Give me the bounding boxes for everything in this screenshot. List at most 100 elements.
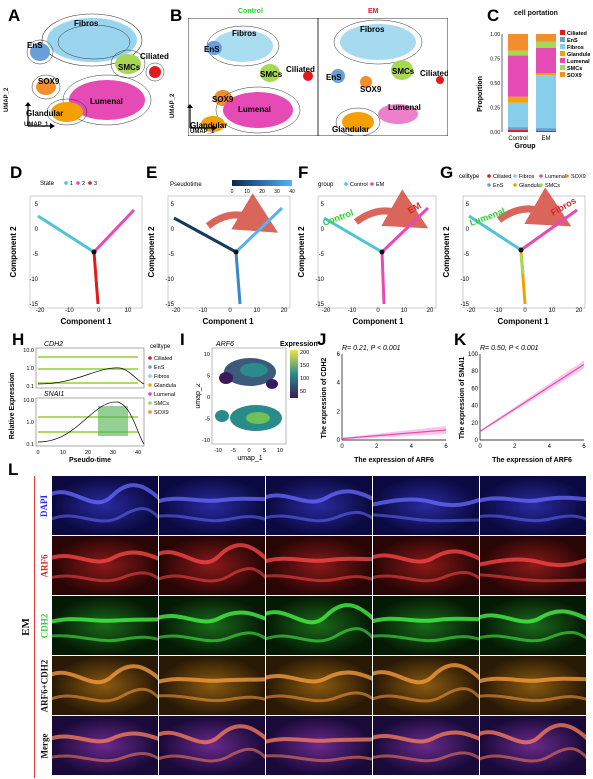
trajectory-x-tick: -10 [199,308,208,314]
panel-j-annotation: R= 0.21, P < 0.001 [342,345,401,352]
chart-c-x-label: Group [515,143,536,150]
panel-h-y-tick: 10.0 [23,398,34,404]
panel-h-legend-label: EnS [154,365,165,371]
chart-c-y-tick: 1.00 [490,32,500,38]
regression-y-tick: 4 [337,381,341,387]
legend-dot [539,174,543,178]
regression-y-tick: 0 [337,438,341,444]
chart-c-bar-lumenal [508,55,528,97]
legend-item-label: EM [376,182,385,188]
panel-h-legend-label: Lumenal [154,392,175,398]
trajectory-x-tick: 0 [523,308,527,314]
panel-label-l: L [8,460,19,479]
panel-l-micrograph [373,536,479,595]
umap-b-right-label-smcs: SMCs [392,67,415,76]
umap-b-left-label-ciliated: Ciliated [286,65,315,74]
panel-l-grid: DAPI ARF6 CDH2 ARF6+CDH2 Merge [36,476,592,778]
panel-l-micrograph [266,476,372,535]
trajectory-d-y-label: Component 2 [10,226,18,278]
panel-l-micrograph [159,596,265,655]
panel-label-c: C [487,6,500,25]
panel-h-gene-2: SNAI1 [44,391,64,398]
panel-l-micrograph [373,716,479,775]
panel-label-i: I [180,330,185,349]
chart-c-bar-ens [508,127,528,131]
panel-h-legend-label: Glandular [154,383,176,389]
panel-l-micrograph [159,716,265,775]
umap-a-glandular-cluster [46,98,88,126]
umap-a-plot: Fibros EnS Ciliated SMCs SOX9 Lumenal Gl… [26,13,169,126]
trajectory-x-tick: 20 [427,308,434,314]
trajectory-x-tick: -20 [467,308,476,314]
panel-i-legend-title: Expression [280,341,318,348]
chart-c-y-tick: 0.50 [490,81,500,87]
umap-a-label-ciliated: Ciliated [140,52,169,61]
panel-i-y-tick: -10 [202,438,210,444]
umap-b-left-label-glandular: Glandular [190,121,227,130]
panel-h-y-tick: 0.1 [26,442,34,448]
panel-label-k: K [454,330,467,349]
trajectory-y-tick: -10 [29,277,38,283]
umap-b-control-plot: Fibros EnS SMCs Ciliated SOX9 Lumenal Gl… [188,18,318,136]
trajectory-y-tick: -10 [315,277,324,283]
umap-b-x-label: UMAP_1 [190,129,215,135]
trajectory-x-tick: 20 [576,308,583,314]
umap-a-ciliated-cluster [145,62,165,82]
panel-h-legend-dot [148,374,152,378]
chart-c-x-tick: Control [508,136,527,142]
trajectory-e-arrow [205,193,279,233]
panel-h-y-tick: 10.0 [23,348,34,354]
trajectory-g-arrow-right-label: Fibros [549,195,578,217]
legend-item-label: EnS [493,183,504,189]
trajectory-d-branch-3 [92,251,100,305]
chart-c-bar-ciliated [508,130,528,132]
panel-h-y-tick: 0.1 [26,384,34,390]
panel-l-micrograph [52,596,158,655]
trajectory-d-legend-title: State [40,181,55,187]
panel-h-legend-label: Ciliated [154,356,172,362]
legend-item-label: Control [350,182,368,188]
panel-i-y-tick: 10 [204,352,210,358]
panel-l-micrograph [266,596,372,655]
umap-a-label-glandular: Glandular [26,109,63,118]
umap-a-y-label: UMAP_2 [4,87,10,112]
umap-a-axes [25,102,55,129]
chart-c-y-tick: 0.25 [490,106,500,112]
regression-x-tick: 6 [444,444,448,450]
panel-l-row-label-text: Merge [39,733,50,758]
panel-i-y-tick: -5 [205,417,210,423]
legend-item-label: Fibros [519,174,535,180]
trajectory-y-tick: 5 [35,202,39,208]
chart-c-bar-glandular [536,73,556,76]
panel-l-row-label-text: DAPI [39,494,49,517]
trajectory-g-arrow [496,187,572,227]
trajectory-y-tick: -5 [33,252,39,258]
legend-dot [64,181,68,185]
panel-k-plot: R= 0.50, P < 0.001 The expression of ARF… [459,345,586,464]
legend-dot [370,182,374,186]
panel-i-x-tick: 0 [247,448,250,454]
chart-c-bar-ciliated [536,131,556,132]
regression-y-tick: 100 [468,352,479,358]
umap-b-right-label-sox9: SOX9 [360,85,382,94]
panel-l-micrograph [159,656,265,715]
legend-item-label: Ciliated [493,174,511,180]
umap-b-y-label: UMAP_2 [170,93,176,118]
panel-l-micrograph [480,536,586,595]
panel-i-y-label: umap_2 [196,383,202,408]
regression-x-tick: 0 [478,444,482,450]
panel-h-y-label: Relative Expression [9,373,16,440]
chart-c-bar-lumenal [536,47,556,74]
trajectory-y-tick: -10 [165,277,174,283]
trajectory-e-x-label: Component 1 [202,317,254,326]
chart-c-legend-label: EnS [567,38,578,44]
chart-c-bar-smcs [508,50,528,56]
trajectory-y-tick: 0 [466,227,470,233]
legend-item-label: Glandular [519,183,543,189]
legend-dot [76,181,80,185]
panel-l-micrograph [52,656,158,715]
panel-i-x-tick: -10 [214,448,222,454]
panel-l-micrograph [159,536,265,595]
panel-i-x-tick: 5 [263,448,266,454]
legend-item-label: 1 [70,181,73,187]
